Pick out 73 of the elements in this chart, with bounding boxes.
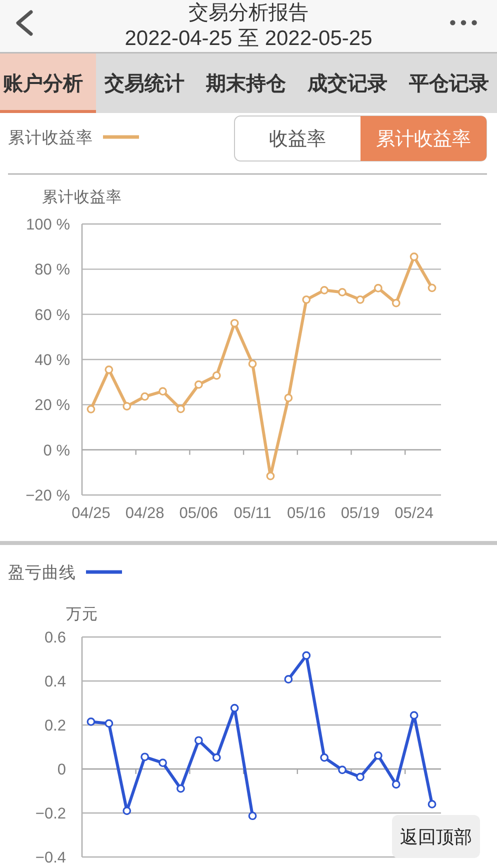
x-tick-label: 05/19 (340, 505, 380, 522)
point (320, 753, 329, 762)
point (176, 784, 185, 793)
y-tick-label: 80 % (34, 262, 70, 279)
y-axis-title: 累计收益率 (42, 188, 122, 206)
x-tick-label: 04/25 (72, 505, 110, 522)
point (356, 295, 364, 304)
point (374, 751, 382, 760)
point (158, 387, 167, 396)
y-tick-label: −0.4 (35, 850, 66, 866)
text: 账户分析 (2, 72, 83, 95)
point (230, 318, 239, 328)
point (212, 371, 221, 380)
x-tick-label: 05/16 (286, 505, 326, 522)
text: 平仓记录 (408, 73, 489, 95)
y-axis-title: 万元 (66, 606, 98, 623)
point (338, 288, 346, 296)
text: 累计收益率 (376, 128, 471, 150)
x-tick-label: 05/11 (234, 505, 272, 522)
point (302, 651, 311, 660)
y-tick-label: 0 (57, 762, 66, 778)
point (122, 402, 132, 410)
point (194, 736, 203, 745)
legend-label: 盈亏曲线 (8, 564, 76, 582)
point (140, 392, 150, 401)
point (428, 284, 436, 292)
text: 2022-04-25 至 2022-05-25 (124, 27, 372, 50)
point (302, 295, 311, 304)
point (284, 394, 293, 402)
annotation: 返回顶部 (400, 827, 472, 847)
point (104, 365, 114, 374)
point (122, 806, 132, 815)
point (392, 780, 400, 789)
point (356, 772, 364, 782)
text: 成交记录 (306, 72, 388, 95)
x-tick-label: 04/28 (125, 505, 164, 522)
y-tick-label: 100 % (26, 216, 70, 234)
point (212, 753, 221, 762)
point (410, 252, 418, 261)
y-tick-label: 0 % (43, 442, 70, 460)
point (338, 766, 346, 774)
point (176, 404, 185, 414)
point (140, 752, 150, 762)
point (86, 718, 96, 726)
point (248, 360, 257, 368)
point (230, 704, 239, 712)
y-tick-label: −0.2 (35, 806, 66, 822)
point (104, 719, 114, 728)
point (158, 758, 167, 768)
y-tick-label: −20 % (26, 488, 70, 504)
point (374, 284, 382, 292)
y-tick-label: 0.4 (44, 674, 66, 690)
point (194, 380, 203, 389)
y-tick-label: 0.2 (44, 718, 66, 734)
point (266, 472, 275, 480)
x-tick-label: 05/06 (179, 505, 218, 522)
point (392, 298, 400, 308)
text: 收益率 (269, 128, 326, 150)
point (284, 675, 293, 684)
y-tick-label: 20 % (34, 397, 70, 414)
text: 交易分析报告 (188, 2, 308, 24)
text: 期末持仓 (205, 73, 287, 95)
point (428, 800, 436, 808)
point (320, 286, 329, 294)
text: 交易统计 (104, 72, 184, 95)
point (86, 404, 96, 414)
legend-label: 累计收益率 (8, 128, 93, 147)
y-tick-label: 0.6 (44, 630, 66, 646)
point (410, 711, 418, 720)
point (248, 812, 257, 820)
y-tick-label: 40 % (34, 352, 70, 369)
x-tick-label: 05/24 (394, 505, 434, 522)
y-tick-label: 60 % (34, 306, 70, 324)
